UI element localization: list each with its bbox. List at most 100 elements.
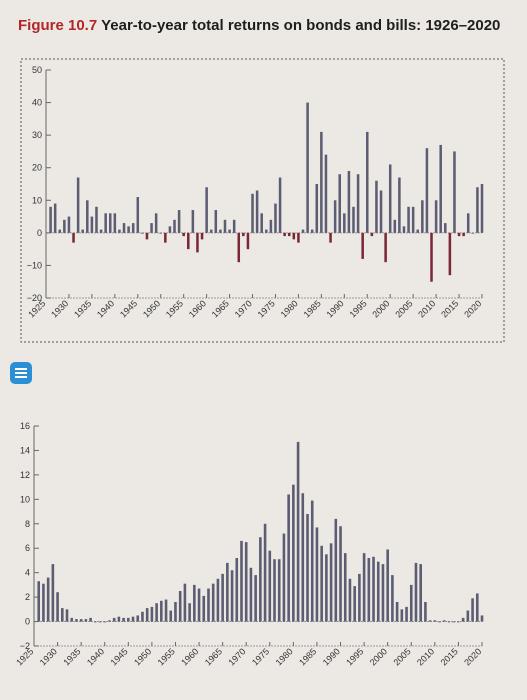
bonds-bar — [49, 206, 52, 233]
bills-bar — [292, 484, 295, 622]
bonds-bar — [310, 229, 314, 233]
bills-bar — [480, 615, 484, 622]
bills-bar — [339, 526, 342, 622]
bonds-y-tick-label: 40 — [32, 98, 42, 108]
bonds-bar — [191, 210, 195, 233]
bills-x-tick-label: 1955 — [156, 646, 177, 667]
bills-bar — [197, 588, 201, 622]
bills-bar — [409, 584, 413, 622]
bonds-x-tick-label: 2020 — [462, 298, 483, 319]
bills-bar — [376, 561, 380, 622]
bonds-bar — [145, 232, 149, 240]
bonds-bar — [246, 232, 250, 250]
document-icon[interactable] — [10, 362, 32, 384]
figure-number: Figure 10.7 — [18, 17, 98, 34]
bonds-bar — [95, 206, 98, 233]
bonds-bar — [329, 232, 332, 243]
bills-x-tick-label: 1940 — [85, 646, 106, 667]
bills-bar — [362, 553, 366, 622]
bills-bar — [282, 533, 286, 622]
bonds-bar — [104, 213, 107, 233]
bills-bar — [108, 620, 111, 622]
bills-x-tick-label: 1930 — [38, 646, 59, 667]
bonds-bar — [306, 102, 309, 233]
bonds-bar — [81, 229, 84, 233]
bonds-bar — [90, 216, 94, 233]
bonds-frame — [20, 58, 505, 343]
bills-bar — [367, 558, 371, 622]
bills-bar — [334, 518, 338, 622]
bonds-x-tick-label: 2005 — [393, 298, 414, 319]
bonds-bar — [58, 229, 62, 233]
bonds-bar — [366, 131, 369, 233]
bills-x-tick-label: 1975 — [250, 646, 271, 667]
bonds-bar — [283, 232, 286, 237]
bonds-bar — [232, 219, 236, 233]
bonds-bar — [260, 213, 263, 233]
bonds-bar — [173, 219, 176, 233]
bonds-bar — [278, 177, 282, 233]
bonds-bar — [425, 148, 429, 233]
bonds-bar — [209, 229, 213, 233]
bills-bar — [254, 575, 257, 622]
bonds-x-tick-label: 1945 — [118, 298, 139, 319]
bonds-bar — [444, 223, 447, 233]
bonds-bar — [356, 174, 360, 233]
bills-bar — [160, 600, 163, 622]
bills-bar — [127, 617, 130, 622]
bonds-bar — [352, 206, 355, 233]
bills-x-tick-label: 2020 — [462, 646, 483, 667]
bills-bar — [325, 554, 328, 622]
bonds-bar — [228, 229, 231, 233]
bonds-bar — [370, 232, 374, 237]
bills-bar — [329, 543, 333, 622]
bills-bar — [79, 619, 83, 622]
bills-bar — [475, 593, 479, 622]
bonds-x-tick-label: 1930 — [49, 298, 70, 319]
bonds-bar — [315, 184, 319, 233]
bills-bar — [211, 583, 215, 622]
bonds-x-tick-label: 1985 — [302, 298, 323, 319]
bills-bar — [240, 540, 243, 622]
bills-bar — [442, 620, 446, 622]
bonds-bar — [53, 203, 57, 233]
bills-bar — [428, 620, 432, 622]
bonds-bar — [393, 219, 397, 233]
bonds-bar — [439, 144, 442, 233]
bills-bar — [75, 619, 78, 622]
bills-y-tick-label: −2 — [20, 641, 30, 651]
bonds-bar — [265, 229, 268, 233]
bills-bar — [306, 514, 309, 622]
bonds-bar — [398, 177, 401, 233]
bills-y-tick-label: 16 — [20, 421, 30, 431]
bonds-bar — [324, 154, 328, 233]
bonds-bar — [99, 229, 103, 233]
bonds-y-tick-label: 0 — [37, 228, 42, 238]
bonds-y-tick-label: −10 — [27, 260, 42, 270]
bonds-bar — [411, 206, 415, 233]
bonds-bar — [237, 232, 241, 263]
bills-bar — [301, 493, 305, 622]
bills-bar — [65, 609, 69, 622]
bonds-bar — [407, 206, 410, 233]
bonds-bar — [347, 170, 351, 233]
bills-y-tick-label: 12 — [20, 470, 30, 480]
bonds-bar — [287, 232, 291, 237]
bonds-x-tick-label: 2015 — [439, 298, 460, 319]
bills-bar — [400, 609, 404, 622]
bills-bar — [150, 606, 154, 622]
bonds-bar — [141, 232, 144, 234]
bills-bar — [141, 611, 144, 622]
bills-bar — [84, 619, 88, 622]
bills-bar — [320, 545, 323, 622]
bills-bar — [395, 602, 399, 622]
bonds-bar — [223, 219, 227, 233]
bonds-bar — [182, 232, 185, 237]
bonds-x-tick-label: 1975 — [256, 298, 277, 319]
bonds-bar — [196, 232, 199, 253]
bills-bar — [174, 602, 177, 622]
bills-bar — [131, 616, 135, 622]
bills-bar — [98, 621, 102, 623]
bonds-bar — [63, 219, 66, 233]
bonds-bar — [320, 131, 323, 233]
